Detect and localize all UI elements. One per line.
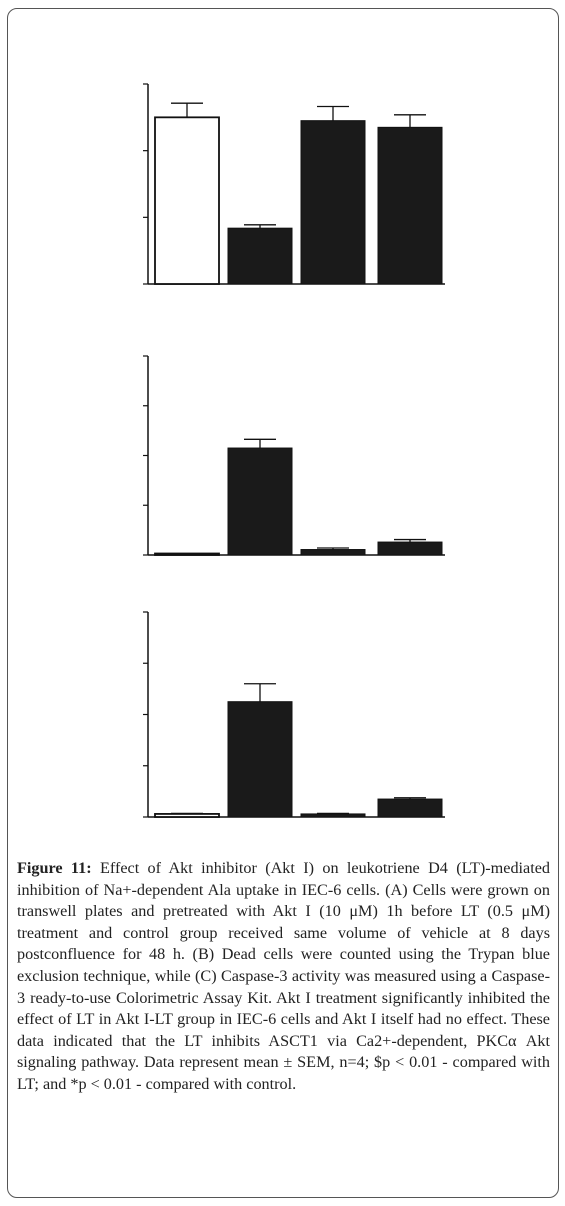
chart-panel-c (143, 611, 445, 818)
bar-1 (154, 116, 220, 285)
bar-4 (377, 798, 443, 818)
bar-3 (300, 549, 366, 556)
figure-frame (7, 8, 559, 1198)
chart-panel-a (143, 83, 445, 285)
bar-4 (377, 126, 443, 285)
figure-caption: Figure 11: Effect of Akt inhibitor (Akt … (17, 858, 550, 1096)
bar-3 (300, 120, 366, 285)
bar-1 (154, 813, 220, 818)
bar-4 (377, 541, 443, 556)
chart-panel-b (143, 355, 445, 556)
bar-2 (227, 447, 293, 556)
bar-3 (300, 813, 366, 818)
caption-text: Effect of Akt inhibitor (Akt I) on leuko… (17, 859, 550, 1093)
caption-label: Figure 11: (17, 859, 92, 877)
bar-2 (227, 227, 293, 285)
bar-2 (227, 701, 293, 818)
bar-1 (154, 552, 220, 556)
